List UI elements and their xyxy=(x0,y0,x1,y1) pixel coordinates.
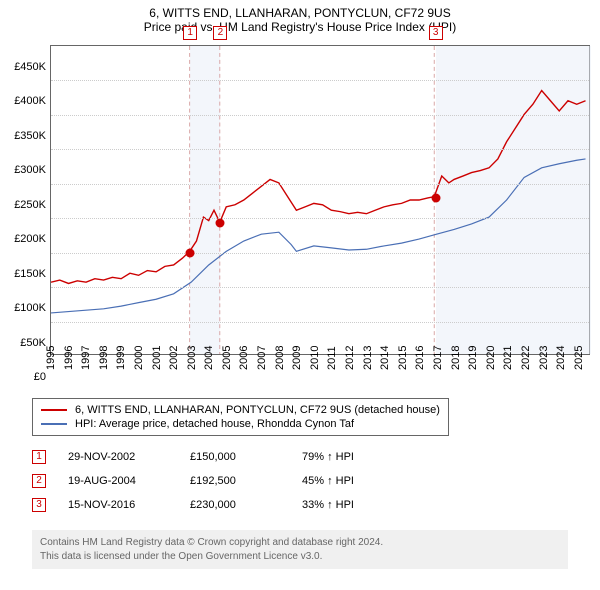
legend-box: 6, WITTS END, LLANHARAN, PONTYCLUN, CF72… xyxy=(32,398,449,436)
event-price: £150,000 xyxy=(190,451,280,463)
sale-marker-box: 2 xyxy=(213,26,227,40)
gridline xyxy=(51,80,589,81)
gridline xyxy=(51,184,589,185)
legend-swatch xyxy=(41,423,67,425)
x-axis-label: 1999 xyxy=(115,346,127,370)
chart-title: 6, WITTS END, LLANHARAN, PONTYCLUN, CF72… xyxy=(0,0,600,20)
x-axis-label: 2023 xyxy=(538,346,550,370)
x-axis-label: 2018 xyxy=(450,346,462,370)
sale-marker-box: 3 xyxy=(429,26,443,40)
gridline xyxy=(51,149,589,150)
property-price xyxy=(51,91,586,284)
x-axis-label: 1998 xyxy=(98,346,110,370)
gridline xyxy=(51,253,589,254)
sale-marker-dot xyxy=(186,248,195,257)
hpi-series xyxy=(51,159,586,313)
event-date: 19-AUG-2004 xyxy=(68,475,168,487)
x-axis-label: 2025 xyxy=(573,346,585,370)
x-axis-label: 2002 xyxy=(168,346,180,370)
gridline xyxy=(51,115,589,116)
attribution-box: Contains HM Land Registry data © Crown c… xyxy=(32,530,568,569)
legend-label: 6, WITTS END, LLANHARAN, PONTYCLUN, CF72… xyxy=(75,404,440,416)
x-axis-label: 2007 xyxy=(256,346,268,370)
x-axis-label: 1995 xyxy=(45,346,57,370)
y-axis-label: £450K xyxy=(4,61,46,107)
chart-area: 1995 1996 1997 1998 1999 2000 2001 2002 2003 2004… xyxy=(0,40,600,390)
gridline xyxy=(51,218,589,219)
legend-row: 6, WITTS END, LLANHARAN, PONTYCLUN, CF72… xyxy=(41,403,440,417)
attribution-line: This data is licensed under the Open Gov… xyxy=(40,550,560,564)
event-row: 1 29-NOV-2002 £150,000 79% ↑ HPI xyxy=(32,445,392,469)
x-axis-label: 2000 xyxy=(133,346,145,370)
event-price: £192,500 xyxy=(190,475,280,487)
x-axis-label: 2005 xyxy=(221,346,233,370)
events-table: 1 29-NOV-2002 £150,000 79% ↑ HPI 2 19-AUG-200… xyxy=(32,445,392,517)
x-axis-label: 2013 xyxy=(362,346,374,370)
x-axis-label: 2001 xyxy=(151,346,163,370)
x-axis-label: 1996 xyxy=(63,346,75,370)
x-axis-label: 2015 xyxy=(397,346,409,370)
event-date: 29-NOV-2002 xyxy=(68,451,168,463)
event-delta: 45% ↑ HPI xyxy=(302,475,392,487)
x-axis-label: 2017 xyxy=(432,346,444,370)
event-marker-box: 1 xyxy=(32,450,46,464)
line-layer xyxy=(51,46,589,354)
event-delta: 79% ↑ HPI xyxy=(302,451,392,463)
plot-region: 1995199619971998199920002001200220032004… xyxy=(50,45,590,355)
event-row: 3 15-NOV-2016 £230,000 33% ↑ HPI xyxy=(32,493,392,517)
x-axis-label: 2003 xyxy=(186,346,198,370)
legend-row: HPI: Average price, detached house, Rhon… xyxy=(41,417,440,431)
x-axis-label: 2012 xyxy=(344,346,356,370)
x-axis-label: 2011 xyxy=(326,346,338,370)
x-axis-label: 2006 xyxy=(238,346,250,370)
x-axis-label: 2024 xyxy=(555,346,567,370)
chart-subtitle: Price paid vs. HM Land Registry's House … xyxy=(0,20,600,38)
x-axis-label: 1997 xyxy=(80,346,92,370)
event-marker-box: 3 xyxy=(32,498,46,512)
x-axis-label: 2022 xyxy=(520,346,532,370)
legend-swatch xyxy=(41,409,67,411)
gridline xyxy=(51,322,589,323)
x-axis-label: 2021 xyxy=(502,346,514,370)
event-date: 15-NOV-2016 xyxy=(68,499,168,511)
event-row: 2 19-AUG-2004 £192,500 45% ↑ HPI xyxy=(32,469,392,493)
attribution-line: Contains HM Land Registry data © Crown c… xyxy=(40,536,560,550)
event-price: £230,000 xyxy=(190,499,280,511)
sale-marker-dot xyxy=(431,193,440,202)
x-axis-label: 2004 xyxy=(203,346,215,370)
x-axis-label: 2020 xyxy=(485,346,497,370)
x-axis-label: 2008 xyxy=(274,346,286,370)
x-axis-label: 2016 xyxy=(414,346,426,370)
x-axis-label: 2019 xyxy=(467,346,479,370)
legend-label: HPI: Average price, detached house, Rhon… xyxy=(75,418,354,430)
event-delta: 33% ↑ HPI xyxy=(302,499,392,511)
event-marker-box: 2 xyxy=(32,474,46,488)
x-axis-label: 2009 xyxy=(291,346,303,370)
x-axis-label: 2014 xyxy=(379,346,391,370)
sale-marker-box: 1 xyxy=(183,26,197,40)
x-axis-label: 2010 xyxy=(309,346,321,370)
sale-marker-dot xyxy=(216,219,225,228)
gridline xyxy=(51,287,589,288)
